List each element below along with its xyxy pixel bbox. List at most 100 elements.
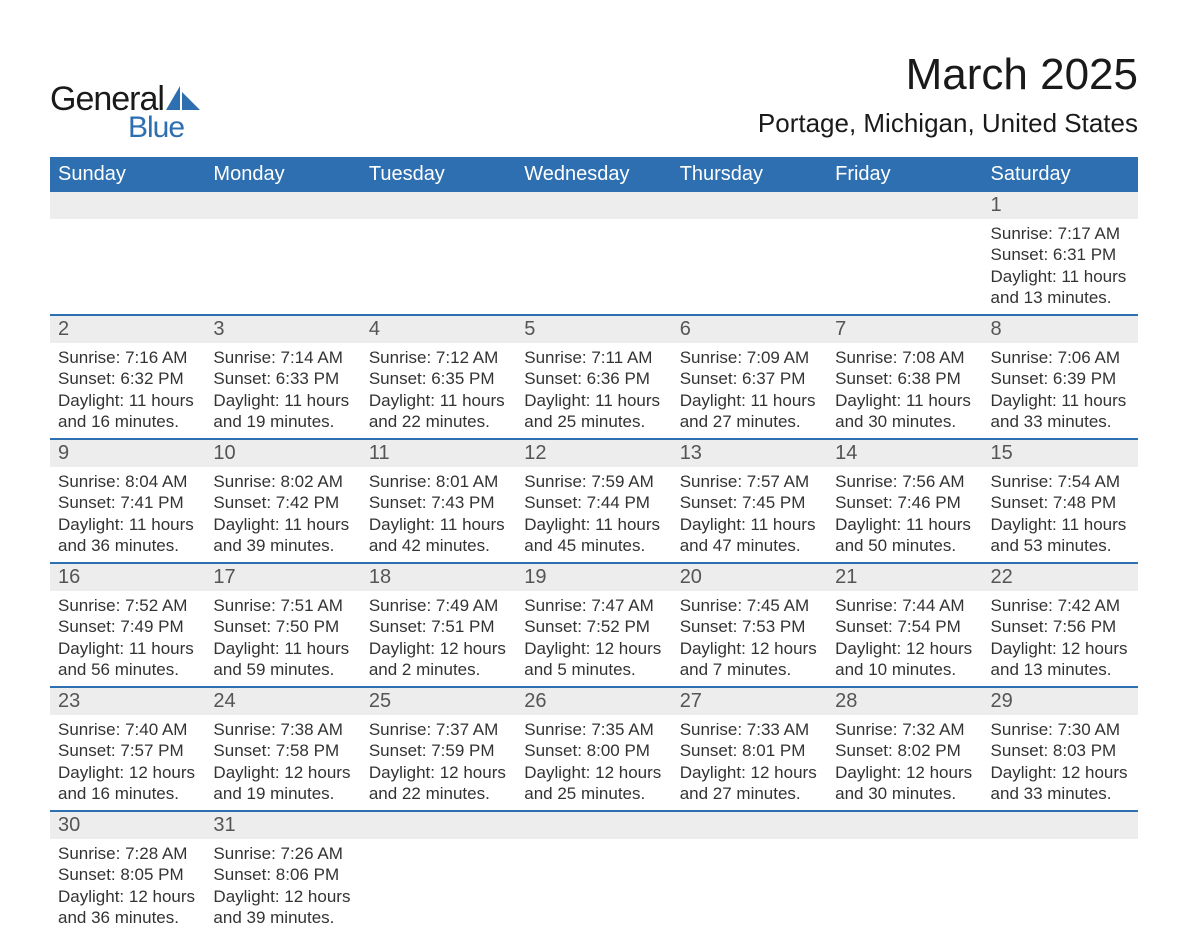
day-details: Sunrise: 7:30 AMSunset: 8:03 PMDaylight:… (983, 715, 1138, 810)
daylight-text: Daylight: 11 hours and 22 minutes. (369, 390, 508, 433)
sunset-text: Sunset: 7:49 PM (58, 616, 197, 637)
daylight-text: Daylight: 11 hours and 30 minutes. (835, 390, 974, 433)
title-block: March 2025 Portage, Michigan, United Sta… (758, 50, 1138, 139)
sunset-text: Sunset: 6:35 PM (369, 368, 508, 389)
day-number (205, 192, 360, 219)
day-body-cell: Sunrise: 8:01 AMSunset: 7:43 PMDaylight:… (361, 467, 516, 562)
daylight-text: Daylight: 11 hours and 39 minutes. (213, 514, 352, 557)
day-body-cell (672, 839, 827, 934)
day-number (827, 812, 982, 839)
week-number-row: 2345678 (50, 314, 1138, 343)
sunrise-text: Sunrise: 7:54 AM (991, 471, 1130, 492)
day-number-cell: 8 (983, 316, 1138, 343)
day-details: Sunrise: 7:12 AMSunset: 6:35 PMDaylight:… (361, 343, 516, 438)
day-body-cell: Sunrise: 7:12 AMSunset: 6:35 PMDaylight:… (361, 343, 516, 438)
day-body-cell: Sunrise: 7:06 AMSunset: 6:39 PMDaylight:… (983, 343, 1138, 438)
sunrise-text: Sunrise: 7:40 AM (58, 719, 197, 740)
weekday-header: Monday (205, 157, 360, 192)
day-number: 18 (361, 564, 516, 591)
day-details: Sunrise: 8:02 AMSunset: 7:42 PMDaylight:… (205, 467, 360, 562)
day-number-cell: 13 (672, 440, 827, 467)
sunset-text: Sunset: 7:41 PM (58, 492, 197, 513)
weekday-header: Friday (827, 157, 982, 192)
daylight-text: Daylight: 11 hours and 13 minutes. (991, 266, 1130, 309)
daylight-text: Daylight: 12 hours and 5 minutes. (524, 638, 663, 681)
daylight-text: Daylight: 11 hours and 16 minutes. (58, 390, 197, 433)
daylight-text: Daylight: 11 hours and 50 minutes. (835, 514, 974, 557)
day-body-cell (50, 219, 205, 314)
day-details: Sunrise: 7:40 AMSunset: 7:57 PMDaylight:… (50, 715, 205, 810)
day-details: Sunrise: 7:08 AMSunset: 6:38 PMDaylight:… (827, 343, 982, 438)
day-number (516, 192, 671, 219)
sunrise-text: Sunrise: 7:30 AM (991, 719, 1130, 740)
day-body-cell: Sunrise: 7:33 AMSunset: 8:01 PMDaylight:… (672, 715, 827, 810)
day-number-cell: 26 (516, 688, 671, 715)
week-body-row: Sunrise: 7:52 AMSunset: 7:49 PMDaylight:… (50, 591, 1138, 686)
sunrise-text: Sunrise: 8:04 AM (58, 471, 197, 492)
day-body-cell: Sunrise: 7:44 AMSunset: 7:54 PMDaylight:… (827, 591, 982, 686)
day-number-cell: 11 (361, 440, 516, 467)
day-number-cell: 10 (205, 440, 360, 467)
day-body-cell: Sunrise: 7:47 AMSunset: 7:52 PMDaylight:… (516, 591, 671, 686)
day-body-cell (361, 839, 516, 934)
day-number-cell (672, 192, 827, 219)
day-number-cell (50, 192, 205, 219)
day-body-cell: Sunrise: 7:17 AMSunset: 6:31 PMDaylight:… (983, 219, 1138, 314)
sunrise-text: Sunrise: 7:42 AM (991, 595, 1130, 616)
sunset-text: Sunset: 7:59 PM (369, 740, 508, 761)
week-body-row: Sunrise: 7:28 AMSunset: 8:05 PMDaylight:… (50, 839, 1138, 934)
day-number-cell: 21 (827, 564, 982, 591)
sunset-text: Sunset: 8:00 PM (524, 740, 663, 761)
day-body-cell: Sunrise: 8:02 AMSunset: 7:42 PMDaylight:… (205, 467, 360, 562)
day-body-cell: Sunrise: 7:32 AMSunset: 8:02 PMDaylight:… (827, 715, 982, 810)
daylight-text: Daylight: 11 hours and 59 minutes. (213, 638, 352, 681)
sunset-text: Sunset: 6:31 PM (991, 244, 1130, 265)
day-number: 12 (516, 440, 671, 467)
day-number-cell: 28 (827, 688, 982, 715)
day-number-cell (827, 192, 982, 219)
weekday-header: Tuesday (361, 157, 516, 192)
day-number: 26 (516, 688, 671, 715)
sunrise-text: Sunrise: 7:16 AM (58, 347, 197, 368)
day-number-cell: 23 (50, 688, 205, 715)
week-number-row: 1 (50, 192, 1138, 219)
sunrise-text: Sunrise: 7:47 AM (524, 595, 663, 616)
week-number-row: 3031 (50, 810, 1138, 839)
day-number: 22 (983, 564, 1138, 591)
sunset-text: Sunset: 7:53 PM (680, 616, 819, 637)
weekday-header: Sunday (50, 157, 205, 192)
day-body-cell: Sunrise: 7:37 AMSunset: 7:59 PMDaylight:… (361, 715, 516, 810)
day-number-cell: 5 (516, 316, 671, 343)
sunset-text: Sunset: 7:51 PM (369, 616, 508, 637)
sunrise-text: Sunrise: 7:44 AM (835, 595, 974, 616)
day-number: 2 (50, 316, 205, 343)
day-number-cell: 15 (983, 440, 1138, 467)
weeks-container: 1Sunrise: 7:17 AMSunset: 6:31 PMDaylight… (50, 192, 1138, 934)
sunrise-text: Sunrise: 7:09 AM (680, 347, 819, 368)
day-details: Sunrise: 8:01 AMSunset: 7:43 PMDaylight:… (361, 467, 516, 562)
day-number-cell (983, 812, 1138, 839)
sunrise-text: Sunrise: 7:51 AM (213, 595, 352, 616)
sunset-text: Sunset: 6:32 PM (58, 368, 197, 389)
day-number: 30 (50, 812, 205, 839)
day-details: Sunrise: 7:42 AMSunset: 7:56 PMDaylight:… (983, 591, 1138, 686)
day-body-cell: Sunrise: 7:54 AMSunset: 7:48 PMDaylight:… (983, 467, 1138, 562)
day-details: Sunrise: 8:04 AMSunset: 7:41 PMDaylight:… (50, 467, 205, 562)
sunrise-text: Sunrise: 7:38 AM (213, 719, 352, 740)
day-details: Sunrise: 7:32 AMSunset: 8:02 PMDaylight:… (827, 715, 982, 810)
day-body-cell: Sunrise: 7:16 AMSunset: 6:32 PMDaylight:… (50, 343, 205, 438)
sunrise-text: Sunrise: 7:11 AM (524, 347, 663, 368)
day-number (361, 192, 516, 219)
day-number: 15 (983, 440, 1138, 467)
sunrise-text: Sunrise: 7:35 AM (524, 719, 663, 740)
weekday-header: Thursday (672, 157, 827, 192)
day-number: 27 (672, 688, 827, 715)
day-number-cell: 17 (205, 564, 360, 591)
day-details: Sunrise: 7:56 AMSunset: 7:46 PMDaylight:… (827, 467, 982, 562)
day-number-cell (827, 812, 982, 839)
week-body-row: Sunrise: 8:04 AMSunset: 7:41 PM Daylight:… (50, 467, 1138, 562)
day-number-cell (516, 812, 671, 839)
day-number-cell: 18 (361, 564, 516, 591)
daylight-text: Daylight: 11 hours and 45 minutes. (524, 514, 663, 557)
sunset-text: Sunset: 8:05 PM (58, 864, 197, 885)
